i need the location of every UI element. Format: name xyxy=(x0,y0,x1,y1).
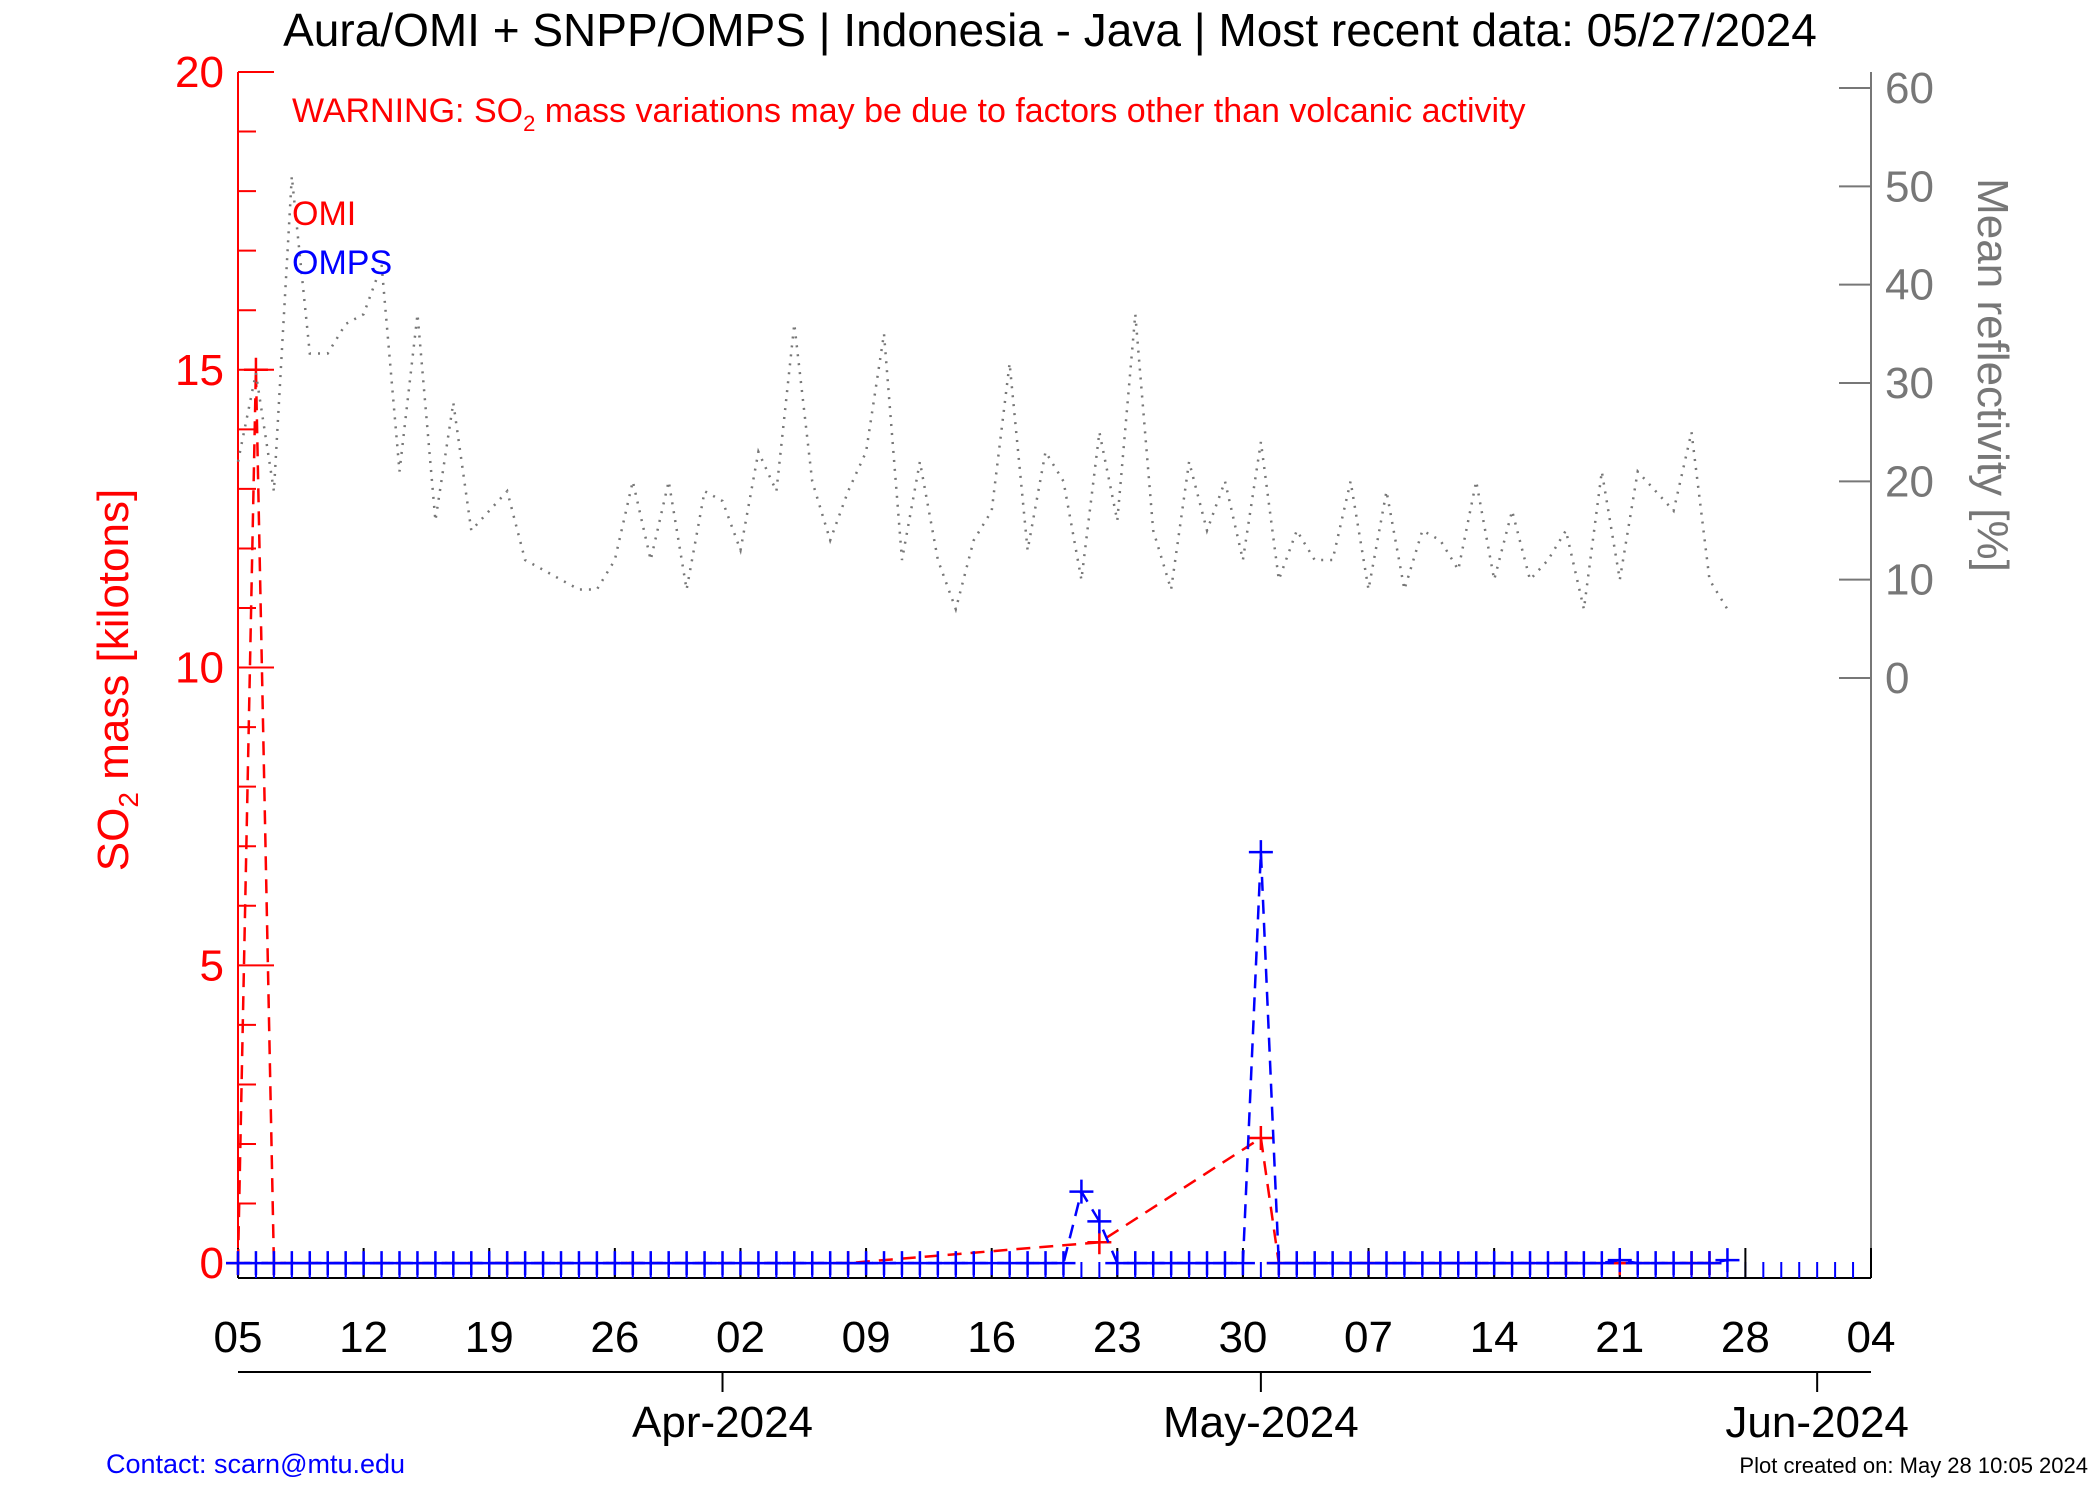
x-tick-label: 30 xyxy=(1218,1313,1267,1362)
x-tick-label: 02 xyxy=(716,1313,765,1362)
omps-data-point xyxy=(1051,1251,1076,1276)
chart-title: Aura/OMI + SNPP/OMPS | Indonesia - Java … xyxy=(283,4,1817,56)
y-left-tick-label: 20 xyxy=(175,48,224,97)
month-label: May-2024 xyxy=(1163,1398,1359,1447)
y-left-label-suffix: mass [kilotons] xyxy=(89,489,138,792)
y-right-tick-label: 50 xyxy=(1885,162,1934,211)
x-tick-label: 16 xyxy=(967,1313,1016,1362)
omps-series-line xyxy=(238,852,1728,1265)
omps-data-point xyxy=(1589,1251,1614,1276)
x-tick-label: 28 xyxy=(1721,1313,1770,1362)
month-label: Apr-2024 xyxy=(632,1398,813,1447)
y-right-tick-label: 0 xyxy=(1885,654,1909,703)
y-left-tick-label: 5 xyxy=(200,941,224,990)
y-right-tick-label: 40 xyxy=(1885,261,1934,310)
omps-data-point xyxy=(1607,1248,1632,1273)
y-left-tick-label: 10 xyxy=(175,644,224,693)
y-right-axis-label: Mean reflectivity [%] xyxy=(1968,178,2017,572)
x-tick-label: 26 xyxy=(590,1313,639,1362)
x-tick-label: 09 xyxy=(842,1313,891,1362)
warning-prefix: WARNING: SO xyxy=(292,92,523,130)
legend-omi: OMI xyxy=(292,195,356,233)
omps-data-point xyxy=(1715,1248,1740,1273)
y-left-label-prefix: SO xyxy=(89,808,138,872)
omi-data-point xyxy=(1248,1126,1273,1151)
y-right-tick-label: 20 xyxy=(1885,457,1934,506)
chart-series-layer xyxy=(226,176,1740,1276)
warning-text: WARNING: SO2 mass variations may be due … xyxy=(292,92,1526,136)
warning-subscript: 2 xyxy=(523,111,535,136)
legend-omps: OMPS xyxy=(292,244,392,282)
omps-data-point xyxy=(1248,840,1273,865)
warning-suffix: mass variations may be due to factors ot… xyxy=(535,92,1525,130)
x-tick-label: 23 xyxy=(1093,1313,1142,1362)
omps-data-point xyxy=(1230,1251,1255,1276)
y-right-tick-label: 60 xyxy=(1885,64,1934,113)
x-tick-label: 14 xyxy=(1470,1313,1519,1362)
y-left-tick-label: 15 xyxy=(175,346,224,395)
x-tick-label: 05 xyxy=(214,1313,263,1362)
x-tick-label: 21 xyxy=(1595,1313,1644,1362)
y-left-axis-label: SO2 mass [kilotons] xyxy=(89,489,144,871)
omps-data-point xyxy=(1087,1209,1112,1234)
omi-series-line xyxy=(236,369,1710,1265)
footer-contact: Contact: scarn@mtu.edu xyxy=(106,1449,405,1479)
x-tick-label: 07 xyxy=(1344,1313,1393,1362)
omi-data-point xyxy=(243,357,268,382)
x-tick-label: 12 xyxy=(339,1313,388,1362)
omps-data-point xyxy=(1697,1251,1722,1276)
y-right-tick-label: 30 xyxy=(1885,359,1934,408)
y-right-tick-label: 10 xyxy=(1885,556,1934,605)
mean-reflectivity-series-line xyxy=(236,176,1729,614)
y-left-tick-label: 0 xyxy=(200,1239,224,1288)
omps-data-point xyxy=(1069,1179,1094,1204)
y-left-label-subscript: 2 xyxy=(113,792,144,808)
x-tick-label: 04 xyxy=(1847,1313,1896,1362)
x-tick-label: 19 xyxy=(465,1313,514,1362)
month-label: Jun-2024 xyxy=(1725,1398,1908,1447)
footer-created: Plot created on: May 28 10:05 2024 xyxy=(1739,1453,2088,1478)
